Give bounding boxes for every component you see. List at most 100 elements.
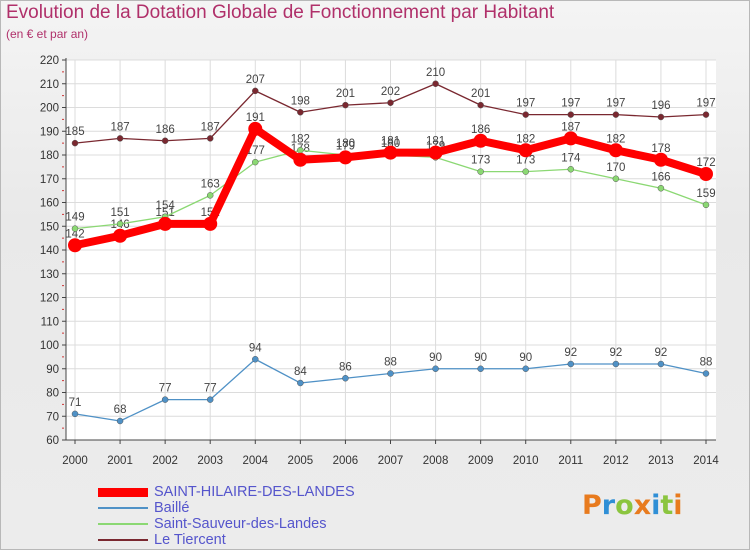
data-point — [387, 370, 394, 377]
data-label: 92 — [564, 347, 577, 359]
data-point — [342, 375, 349, 382]
data-point — [657, 360, 665, 368]
data-point — [477, 168, 484, 175]
data-point — [297, 147, 304, 154]
data-label: 90 — [429, 352, 442, 364]
x-tick-label: 2001 — [107, 455, 133, 467]
data-point — [68, 238, 82, 253]
y-tick-label: 210 — [40, 79, 59, 91]
data-label: 92 — [609, 347, 622, 359]
y-tick-label: 160 — [40, 198, 59, 210]
y-tick-label: 80 — [46, 388, 59, 400]
proxiti-logo: Proxiti — [582, 490, 683, 521]
data-point — [158, 216, 173, 231]
data-point — [432, 365, 439, 372]
data-point — [293, 152, 308, 167]
data-point — [252, 158, 259, 166]
legend-label: Le Tiercent — [154, 532, 226, 548]
data-point — [71, 225, 79, 232]
data-point — [116, 220, 124, 228]
data-point — [699, 167, 713, 181]
data-label: 94 — [249, 342, 262, 354]
data-label: 187 — [561, 121, 580, 133]
data-label: 68 — [114, 404, 127, 416]
data-label: 151 — [156, 207, 175, 219]
data-label: 86 — [339, 361, 352, 373]
data-point — [203, 216, 218, 231]
data-label: 181 — [426, 136, 445, 148]
x-tick-label: 2011 — [558, 455, 583, 467]
series-baill- — [71, 356, 710, 425]
data-label: 170 — [606, 162, 625, 174]
data-label: 142 — [65, 228, 84, 240]
data-label: 172 — [696, 157, 715, 169]
data-label: 166 — [651, 171, 670, 183]
x-tick-label: 2000 — [62, 455, 88, 467]
x-tick-label: 2004 — [242, 455, 268, 467]
x-tick-label: 2013 — [648, 455, 674, 467]
data-label: 92 — [655, 347, 668, 359]
logo-letter: i — [673, 490, 683, 521]
data-label: 90 — [519, 352, 532, 364]
data-label: 181 — [381, 136, 400, 148]
x-tick-label: 2005 — [288, 455, 314, 467]
chart-subtitle: (en € et par an) — [6, 27, 89, 41]
data-label: 151 — [110, 207, 129, 219]
data-point — [657, 113, 665, 121]
data-point — [116, 135, 124, 142]
data-label: 178 — [651, 143, 670, 155]
data-point — [297, 109, 304, 116]
data-label: 173 — [516, 155, 535, 167]
logo-letter: t — [660, 490, 674, 521]
legend-swatch — [98, 523, 148, 525]
y-tick-label: 110 — [41, 316, 59, 328]
data-label: 88 — [384, 357, 397, 369]
data-label: 197 — [696, 98, 715, 110]
data-point — [206, 396, 214, 403]
legend-swatch — [98, 539, 148, 541]
data-point — [383, 145, 398, 160]
x-tick-label: 2010 — [513, 455, 539, 467]
data-label: 77 — [204, 383, 217, 395]
data-label: 174 — [561, 152, 581, 164]
data-point — [161, 396, 169, 403]
data-point — [612, 360, 620, 368]
data-point — [477, 101, 484, 109]
data-point — [702, 370, 710, 377]
data-label: 185 — [65, 126, 84, 138]
data-point — [612, 111, 620, 118]
y-tick-label: 120 — [40, 293, 59, 305]
series — [68, 80, 713, 425]
logo-letter: i — [651, 490, 661, 521]
data-point — [608, 143, 623, 158]
data-label: 201 — [336, 88, 355, 100]
data-label: 198 — [291, 95, 310, 107]
data-label: 186 — [471, 124, 490, 136]
data-point — [473, 133, 488, 148]
y-tick-label: 180 — [40, 150, 59, 162]
data-point — [522, 111, 529, 118]
y-tick-label: 140 — [40, 245, 59, 257]
logo-letter: P — [582, 490, 602, 521]
data-point — [252, 87, 259, 95]
data-label: 163 — [201, 178, 220, 190]
data-point — [206, 192, 214, 199]
data-point — [342, 101, 349, 109]
data-point — [702, 201, 710, 209]
x-tick-label: 2009 — [468, 455, 494, 467]
data-point — [702, 111, 710, 118]
data-label: 179 — [336, 140, 355, 152]
data-point — [477, 365, 484, 372]
axes: 60 70 80 90 100 110 120 130 140 150 160 170 180 190 20… — [40, 55, 720, 467]
data-label: 90 — [474, 352, 487, 364]
data-label: 71 — [69, 397, 82, 409]
data-label: 182 — [606, 133, 625, 145]
data-label: 196 — [651, 100, 670, 112]
data-point — [653, 152, 668, 167]
x-tick-label: 2006 — [333, 455, 359, 467]
data-point — [563, 131, 578, 146]
y-tick-label: 100 — [40, 340, 59, 352]
data-label: 191 — [246, 112, 265, 124]
data-point — [206, 135, 214, 142]
